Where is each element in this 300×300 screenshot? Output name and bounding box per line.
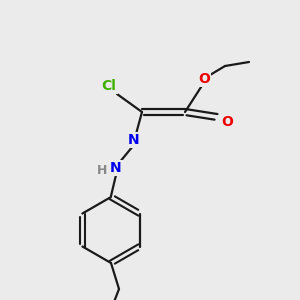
Text: H: H <box>97 164 107 176</box>
Text: O: O <box>221 115 233 129</box>
Text: Cl: Cl <box>102 79 116 93</box>
Text: N: N <box>128 133 140 147</box>
Text: N: N <box>110 161 122 175</box>
Text: O: O <box>198 72 210 86</box>
